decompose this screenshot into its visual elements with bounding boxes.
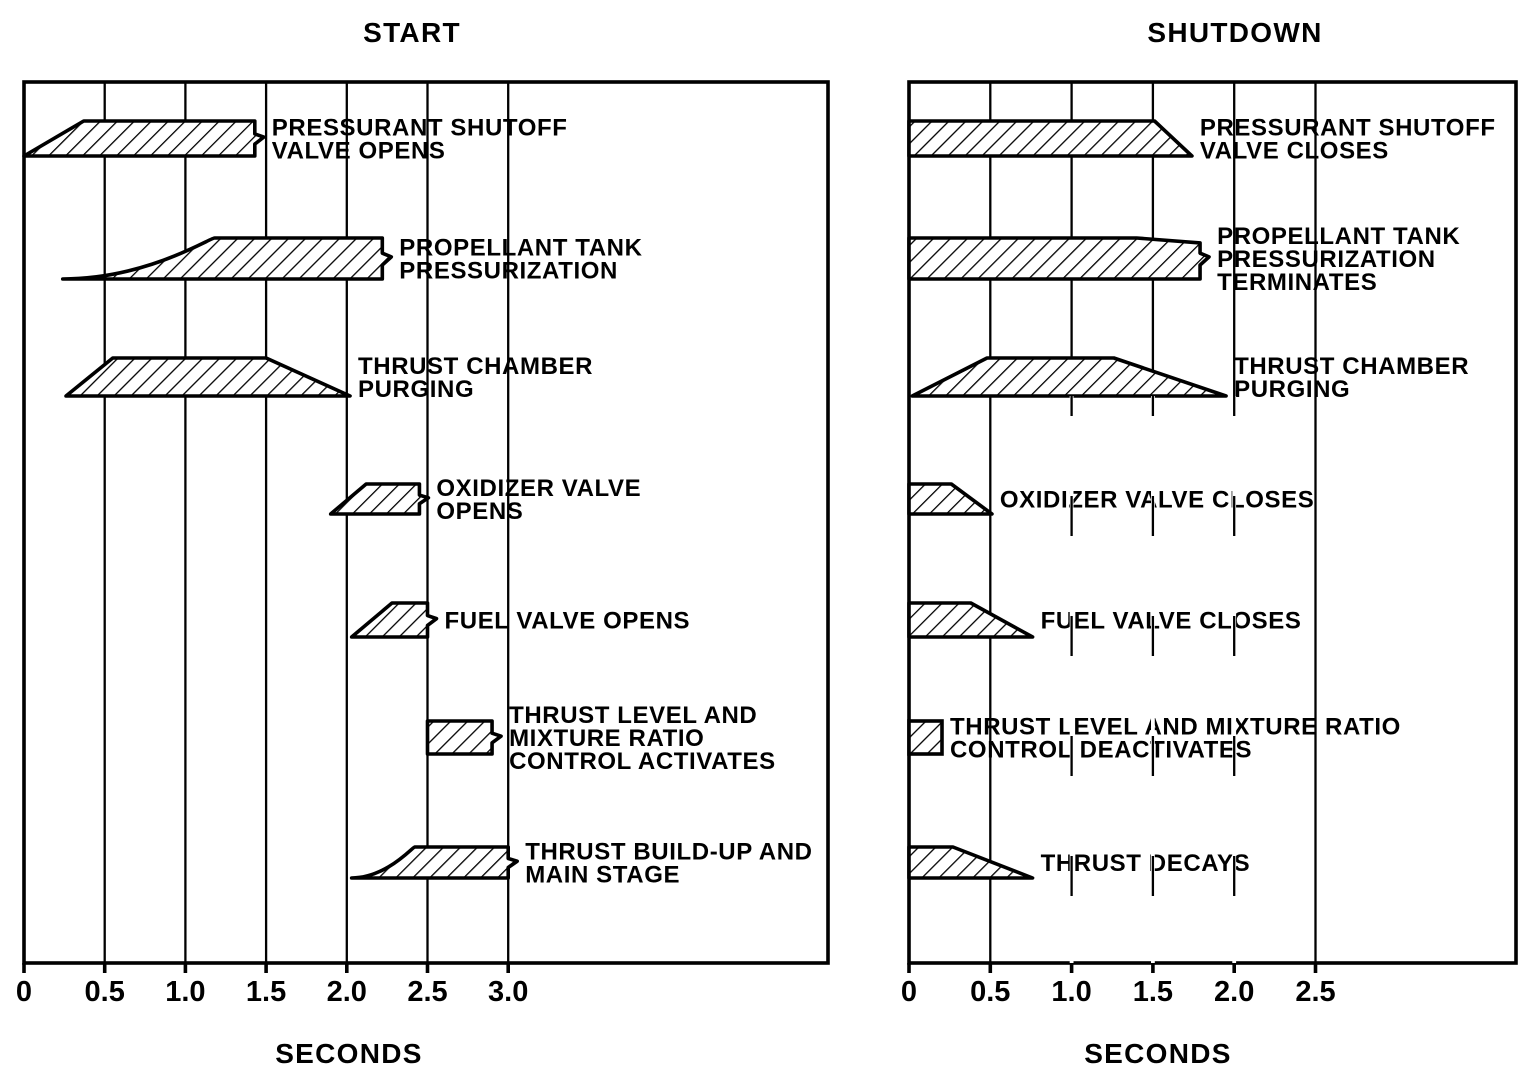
svg-text:PRESSURIZATION: PRESSURIZATION (399, 258, 618, 285)
svg-text:0.5: 0.5 (85, 976, 125, 1008)
svg-text:2.5: 2.5 (1295, 976, 1335, 1008)
svg-text:MAIN STAGE: MAIN STAGE (525, 862, 680, 889)
svg-text:FUEL VALVE OPENS: FUEL VALVE OPENS (445, 608, 691, 635)
svg-text:1.5: 1.5 (1133, 976, 1173, 1008)
svg-text:PURGING: PURGING (358, 376, 474, 403)
svg-text:2.0: 2.0 (327, 976, 367, 1008)
svg-text:0: 0 (901, 976, 917, 1008)
svg-text:3.0: 3.0 (488, 976, 528, 1008)
svg-text:CONTROL ACTIVATES: CONTROL ACTIVATES (509, 748, 776, 775)
svg-text:TERMINATES: TERMINATES (1217, 269, 1377, 296)
svg-text:1.5: 1.5 (246, 976, 286, 1008)
svg-text:FUEL VALVE CLOSES: FUEL VALVE CLOSES (1041, 608, 1302, 635)
svg-text:CONTROL DEACTIVATES: CONTROL DEACTIVATES (950, 737, 1252, 764)
svg-text:0.5: 0.5 (970, 976, 1010, 1008)
svg-text:SECONDS: SECONDS (275, 1038, 423, 1069)
svg-text:2.5: 2.5 (407, 976, 447, 1008)
svg-text:START: START (363, 17, 461, 48)
svg-text:PURGING: PURGING (1234, 376, 1350, 403)
svg-text:1.0: 1.0 (1051, 976, 1091, 1008)
svg-text:2.0: 2.0 (1214, 976, 1254, 1008)
svg-text:VALVE CLOSES: VALVE CLOSES (1200, 138, 1389, 165)
svg-text:1.0: 1.0 (165, 976, 205, 1008)
svg-text:SECONDS: SECONDS (1084, 1038, 1232, 1069)
svg-text:SHUTDOWN: SHUTDOWN (1147, 17, 1322, 48)
svg-text:VALVE OPENS: VALVE OPENS (272, 138, 446, 165)
svg-text:OXIDIZER VALVE CLOSES: OXIDIZER VALVE CLOSES (1000, 487, 1314, 514)
svg-text:0: 0 (16, 976, 32, 1008)
svg-text:OPENS: OPENS (436, 498, 523, 525)
